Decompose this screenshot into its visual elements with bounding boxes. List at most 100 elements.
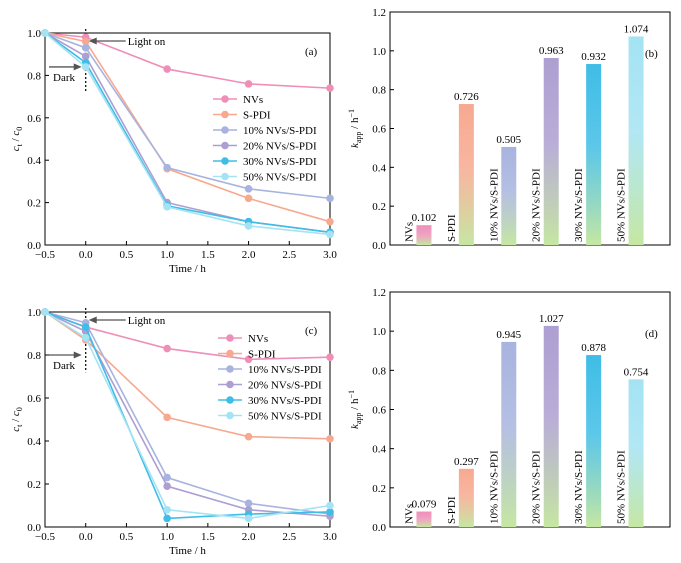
data-point bbox=[163, 65, 171, 73]
y-tick-label: 0.8 bbox=[372, 85, 386, 97]
data-point bbox=[326, 353, 334, 361]
x-tick-label: 0.5 bbox=[120, 531, 134, 543]
plot-frame bbox=[44, 32, 331, 246]
y-axis-label: kapp / h−1 bbox=[347, 109, 363, 148]
legend-marker bbox=[226, 349, 234, 358]
legend-marker bbox=[226, 334, 234, 342]
x-tick-label: 1.5 bbox=[201, 249, 215, 261]
light-on-label: Light on bbox=[128, 315, 166, 327]
bar-value-label: 0.726 bbox=[454, 91, 479, 103]
bar bbox=[458, 104, 474, 245]
y-label-sep: / bbox=[10, 416, 22, 425]
y-label-sub: 0 bbox=[15, 407, 24, 411]
y-tick-label: 1.0 bbox=[372, 46, 386, 58]
x-axis-label: Time / h bbox=[169, 545, 206, 557]
data-point bbox=[244, 432, 253, 441]
data-point bbox=[326, 194, 334, 203]
dark-arrow-head bbox=[73, 63, 82, 71]
y-label-sep: / bbox=[10, 136, 22, 145]
data-point bbox=[81, 63, 90, 71]
bar-value-label: 0.297 bbox=[454, 456, 479, 468]
y-tick-label: 0.4 bbox=[372, 162, 386, 174]
y-tick-label: 1.0 bbox=[27, 28, 41, 40]
bar-value-label: 1.027 bbox=[539, 313, 564, 325]
x-tick-label: 3.0 bbox=[323, 249, 337, 261]
panel-label: (b) bbox=[645, 48, 658, 60]
y-label-sup: −1 bbox=[347, 390, 356, 399]
x-tick-label: 1.5 bbox=[201, 531, 215, 543]
bar-category-label: NVs bbox=[403, 504, 415, 524]
data-point bbox=[244, 355, 253, 364]
bar bbox=[416, 511, 432, 527]
legend-entry: 20% NVs/S-PDI bbox=[248, 380, 322, 392]
legend-marker bbox=[226, 365, 234, 373]
bar bbox=[586, 64, 602, 245]
y-axis-label: ct / c0 bbox=[10, 127, 24, 152]
bar bbox=[501, 341, 517, 527]
bar-value-label: 0.945 bbox=[496, 329, 521, 341]
data-point bbox=[81, 52, 90, 61]
legend-entry: 50% NVs/S-PDI bbox=[248, 411, 322, 423]
data-point bbox=[163, 203, 171, 211]
y-tick-label: 0.2 bbox=[27, 479, 41, 491]
bar bbox=[416, 225, 432, 245]
bar-chart-d: 0.0 0.2 0.4 0.6 0.8 1.0 1.2 kapp / h−1 (d) 0.079N… bbox=[347, 287, 671, 534]
y-tick-label: 0.4 bbox=[372, 444, 386, 456]
legend-entry: 10% NVs/S-PDI bbox=[243, 125, 317, 137]
bar bbox=[586, 355, 602, 527]
data-point bbox=[326, 508, 334, 516]
x-tick-label: 2.5 bbox=[282, 531, 296, 543]
bar-category-label: 50% NVs/S-PDI bbox=[616, 168, 628, 242]
y-tick-label: 0.2 bbox=[27, 198, 41, 210]
y-label-sub: app bbox=[354, 413, 363, 425]
x-tick-label: 0.5 bbox=[120, 249, 134, 261]
dark-arrow-head bbox=[73, 351, 82, 359]
y-label-sub: 0 bbox=[15, 127, 24, 131]
bar-value-label: 0.754 bbox=[624, 366, 649, 378]
bar bbox=[543, 58, 559, 245]
legend-marker bbox=[226, 380, 234, 389]
panel-label: (a) bbox=[305, 46, 318, 58]
x-tick-label: 0.0 bbox=[79, 531, 93, 543]
y-label-c0: c bbox=[10, 411, 22, 416]
data-point bbox=[244, 499, 253, 508]
bar bbox=[628, 36, 644, 246]
y-label-sub: t bbox=[15, 424, 24, 427]
legend-entry: NVs bbox=[243, 94, 263, 106]
legend-entry: S-PDI bbox=[243, 110, 271, 122]
y-label-sub: app bbox=[354, 132, 363, 144]
x-tick-label: 2.0 bbox=[242, 249, 256, 261]
y-tick-label: 0.6 bbox=[27, 113, 41, 125]
bar-value-label: 0.102 bbox=[412, 212, 437, 224]
x-tick-label: 0.0 bbox=[79, 249, 93, 261]
data-point bbox=[163, 473, 171, 482]
y-axis-label: kapp / h−1 bbox=[347, 390, 363, 429]
y-label-c: c bbox=[10, 427, 22, 432]
y-tick-label: 0.8 bbox=[27, 350, 41, 362]
data-point bbox=[163, 413, 171, 422]
bar bbox=[501, 146, 517, 245]
y-label-sub: t bbox=[15, 143, 24, 146]
x-tick-label: 1.0 bbox=[160, 249, 174, 261]
data-point bbox=[244, 222, 253, 230]
legend-marker bbox=[221, 95, 229, 103]
bar-value-label: 0.963 bbox=[539, 45, 564, 57]
y-tick-label: 0.0 bbox=[27, 522, 41, 534]
legend-marker bbox=[226, 411, 234, 420]
bar-value-label: 1.074 bbox=[624, 23, 649, 35]
data-point bbox=[81, 334, 90, 342]
legend-marker bbox=[221, 172, 229, 181]
bar-chart-b: 0.0 0.2 0.4 0.6 0.8 1.0 1.2 kapp / h−1 (b) 0.102N… bbox=[347, 7, 671, 252]
data-point bbox=[326, 217, 334, 226]
y-label-k: k bbox=[349, 423, 361, 429]
bar-value-label: 0.505 bbox=[496, 134, 521, 146]
legend-entry: 20% NVs/S-PDI bbox=[243, 141, 317, 153]
data-point bbox=[163, 482, 171, 490]
data-point bbox=[81, 44, 90, 52]
y-tick-label: 0.2 bbox=[372, 483, 386, 495]
y-tick-label: 1.0 bbox=[27, 307, 41, 319]
data-point bbox=[163, 506, 171, 514]
x-axis-label: Time / h bbox=[169, 263, 206, 275]
y-label-unit: / h bbox=[349, 117, 361, 132]
x-tick-label: 2.0 bbox=[242, 531, 256, 543]
